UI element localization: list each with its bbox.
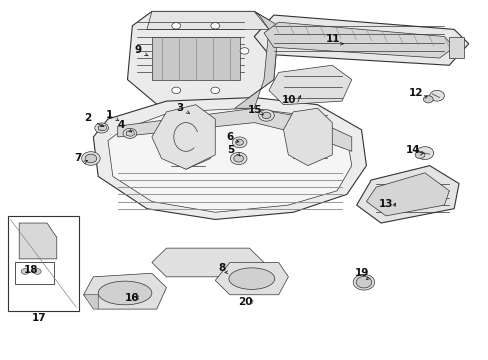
Circle shape <box>85 154 97 163</box>
Text: 9: 9 <box>134 45 142 55</box>
Circle shape <box>232 137 246 148</box>
Polygon shape <box>147 12 268 30</box>
Text: 8: 8 <box>218 263 225 273</box>
Circle shape <box>235 139 243 145</box>
Text: 5: 5 <box>227 144 234 154</box>
Circle shape <box>355 276 371 288</box>
Polygon shape <box>126 131 135 136</box>
Text: 15: 15 <box>247 105 262 115</box>
Bar <box>15 262 54 284</box>
Circle shape <box>95 123 108 133</box>
Circle shape <box>21 269 29 274</box>
Polygon shape <box>283 108 331 166</box>
Text: 17: 17 <box>31 313 46 323</box>
Text: 1: 1 <box>105 110 112 120</box>
Circle shape <box>240 48 248 54</box>
Circle shape <box>81 152 100 165</box>
Circle shape <box>230 152 246 165</box>
Text: 20: 20 <box>238 297 252 307</box>
Polygon shape <box>152 105 215 169</box>
Circle shape <box>171 23 180 29</box>
Circle shape <box>352 274 374 290</box>
Text: 19: 19 <box>354 268 368 278</box>
Polygon shape <box>108 108 351 212</box>
Text: 14: 14 <box>405 144 419 154</box>
Text: 3: 3 <box>176 103 183 113</box>
Ellipse shape <box>98 281 152 305</box>
Polygon shape <box>152 37 239 80</box>
Circle shape <box>126 131 133 136</box>
Circle shape <box>210 23 219 29</box>
Circle shape <box>98 126 105 131</box>
Bar <box>8 216 79 311</box>
Polygon shape <box>264 22 453 58</box>
Circle shape <box>171 87 180 94</box>
Polygon shape <box>83 273 166 309</box>
Text: 11: 11 <box>325 35 340 44</box>
Circle shape <box>415 147 433 159</box>
Circle shape <box>123 129 137 138</box>
Polygon shape <box>254 15 468 65</box>
Polygon shape <box>93 98 366 220</box>
Polygon shape <box>118 108 351 151</box>
Polygon shape <box>268 65 351 105</box>
Polygon shape <box>448 37 463 58</box>
Polygon shape <box>83 295 98 309</box>
Polygon shape <box>127 12 278 108</box>
Text: 16: 16 <box>125 293 139 303</box>
Circle shape <box>429 90 444 101</box>
Circle shape <box>210 87 219 94</box>
Text: 7: 7 <box>74 153 81 163</box>
Circle shape <box>414 151 424 158</box>
Polygon shape <box>234 12 278 108</box>
Ellipse shape <box>228 268 274 289</box>
Text: 18: 18 <box>23 265 38 275</box>
Polygon shape <box>19 223 57 259</box>
Text: 13: 13 <box>378 199 392 210</box>
Circle shape <box>233 155 243 162</box>
Polygon shape <box>161 112 210 169</box>
Text: 12: 12 <box>408 88 423 98</box>
Circle shape <box>423 96 432 103</box>
Text: 2: 2 <box>84 113 91 123</box>
Polygon shape <box>98 126 107 131</box>
Text: 4: 4 <box>118 121 125 130</box>
Polygon shape <box>152 248 264 277</box>
Circle shape <box>262 112 270 119</box>
Polygon shape <box>215 262 288 295</box>
Circle shape <box>258 110 274 121</box>
Text: 6: 6 <box>226 132 233 142</box>
Polygon shape <box>366 173 448 216</box>
Circle shape <box>33 269 41 274</box>
Polygon shape <box>356 166 458 223</box>
Text: 10: 10 <box>282 95 296 105</box>
